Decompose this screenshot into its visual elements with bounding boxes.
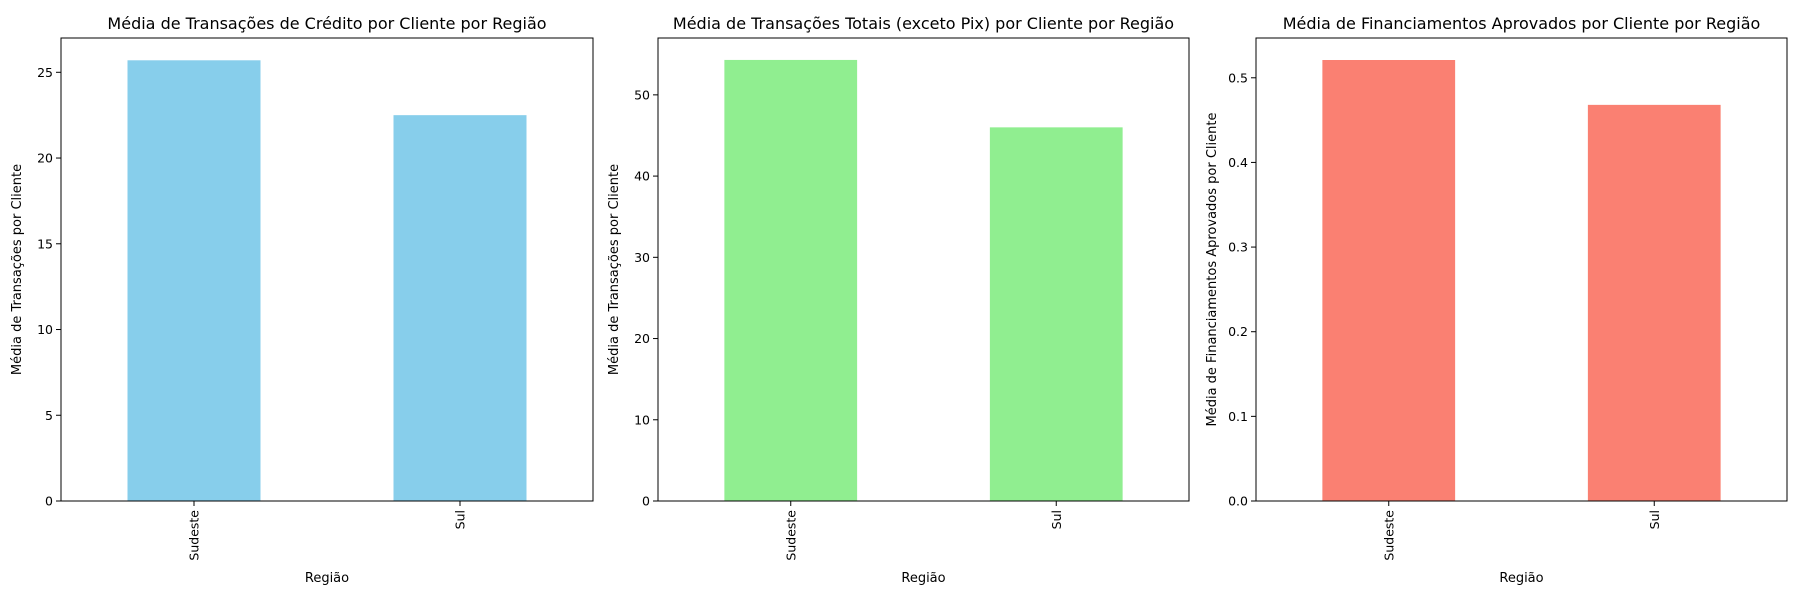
plot-frame xyxy=(657,37,1190,502)
y-axis-label: Média de Transações por Cliente xyxy=(10,164,25,375)
bar-sul xyxy=(393,115,527,502)
bar-sudeste xyxy=(724,59,858,501)
y-tick-label: 20 xyxy=(37,151,53,166)
bar-sul xyxy=(989,127,1123,501)
x-axis-label: Região xyxy=(901,571,945,586)
y-tick-label: 0.0 xyxy=(1228,494,1248,509)
y-tick-label: 10 xyxy=(634,412,650,427)
chart-panel-3: 0.0 0.1 0.2 0.3 0.4 0.5 Sudeste Sul Média de Fin… xyxy=(1205,14,1788,586)
plot-frame xyxy=(1255,37,1788,502)
y-tick-label: 0.3 xyxy=(1228,240,1248,255)
x-tick-label: Sudeste xyxy=(187,510,202,561)
y-tick-label: 30 xyxy=(634,250,650,265)
y-tick-label: 5 xyxy=(45,408,53,423)
y-tick-label: 50 xyxy=(634,87,650,102)
chart-panel-1: 0 5 10 15 20 25 Sudeste Sul Média de Transações … xyxy=(10,14,594,586)
chart-title: Média de Transações Totais (exceto Pix) … xyxy=(673,14,1174,33)
x-tick-label: Sul xyxy=(1647,510,1662,529)
y-axis-label: Média de Financiamentos Aprovados por Cl… xyxy=(1205,113,1220,427)
y-tick-label: 0.1 xyxy=(1228,409,1248,424)
y-axis-label: Média de Transações por Cliente xyxy=(607,164,622,375)
y-tick-label: 20 xyxy=(634,331,650,346)
y-tick-label: 10 xyxy=(37,322,53,337)
y-tick-label: 40 xyxy=(634,169,650,184)
chart-title: Média de Transações de Crédito por Clien… xyxy=(107,14,546,33)
chart-title: Média de Financiamentos Aprovados por Cl… xyxy=(1283,14,1761,33)
y-tick-label: 0 xyxy=(45,494,53,509)
y-tick-label: 0 xyxy=(642,494,650,509)
x-axis-label: Região xyxy=(305,571,349,586)
bar-sudeste xyxy=(1322,60,1456,501)
y-tick-label: 0.2 xyxy=(1228,324,1248,339)
plot-frame xyxy=(60,37,594,502)
bar-sudeste xyxy=(127,60,261,501)
y-tick-label: 15 xyxy=(37,236,53,251)
y-tick-label: 25 xyxy=(37,65,53,80)
x-tick-label: Sul xyxy=(453,510,468,529)
chart-panel-2: 0 10 20 30 40 50 Sudeste Sul Média de Transações… xyxy=(607,14,1190,586)
x-tick-label: Sudeste xyxy=(783,510,798,561)
y-tick-label: 0.5 xyxy=(1228,70,1248,85)
x-tick-label: Sul xyxy=(1049,510,1064,529)
y-tick-label: 0.4 xyxy=(1228,155,1248,170)
x-tick-label: Sudeste xyxy=(1381,510,1396,561)
bar-sul xyxy=(1587,104,1721,501)
x-axis-label: Região xyxy=(1499,571,1543,586)
